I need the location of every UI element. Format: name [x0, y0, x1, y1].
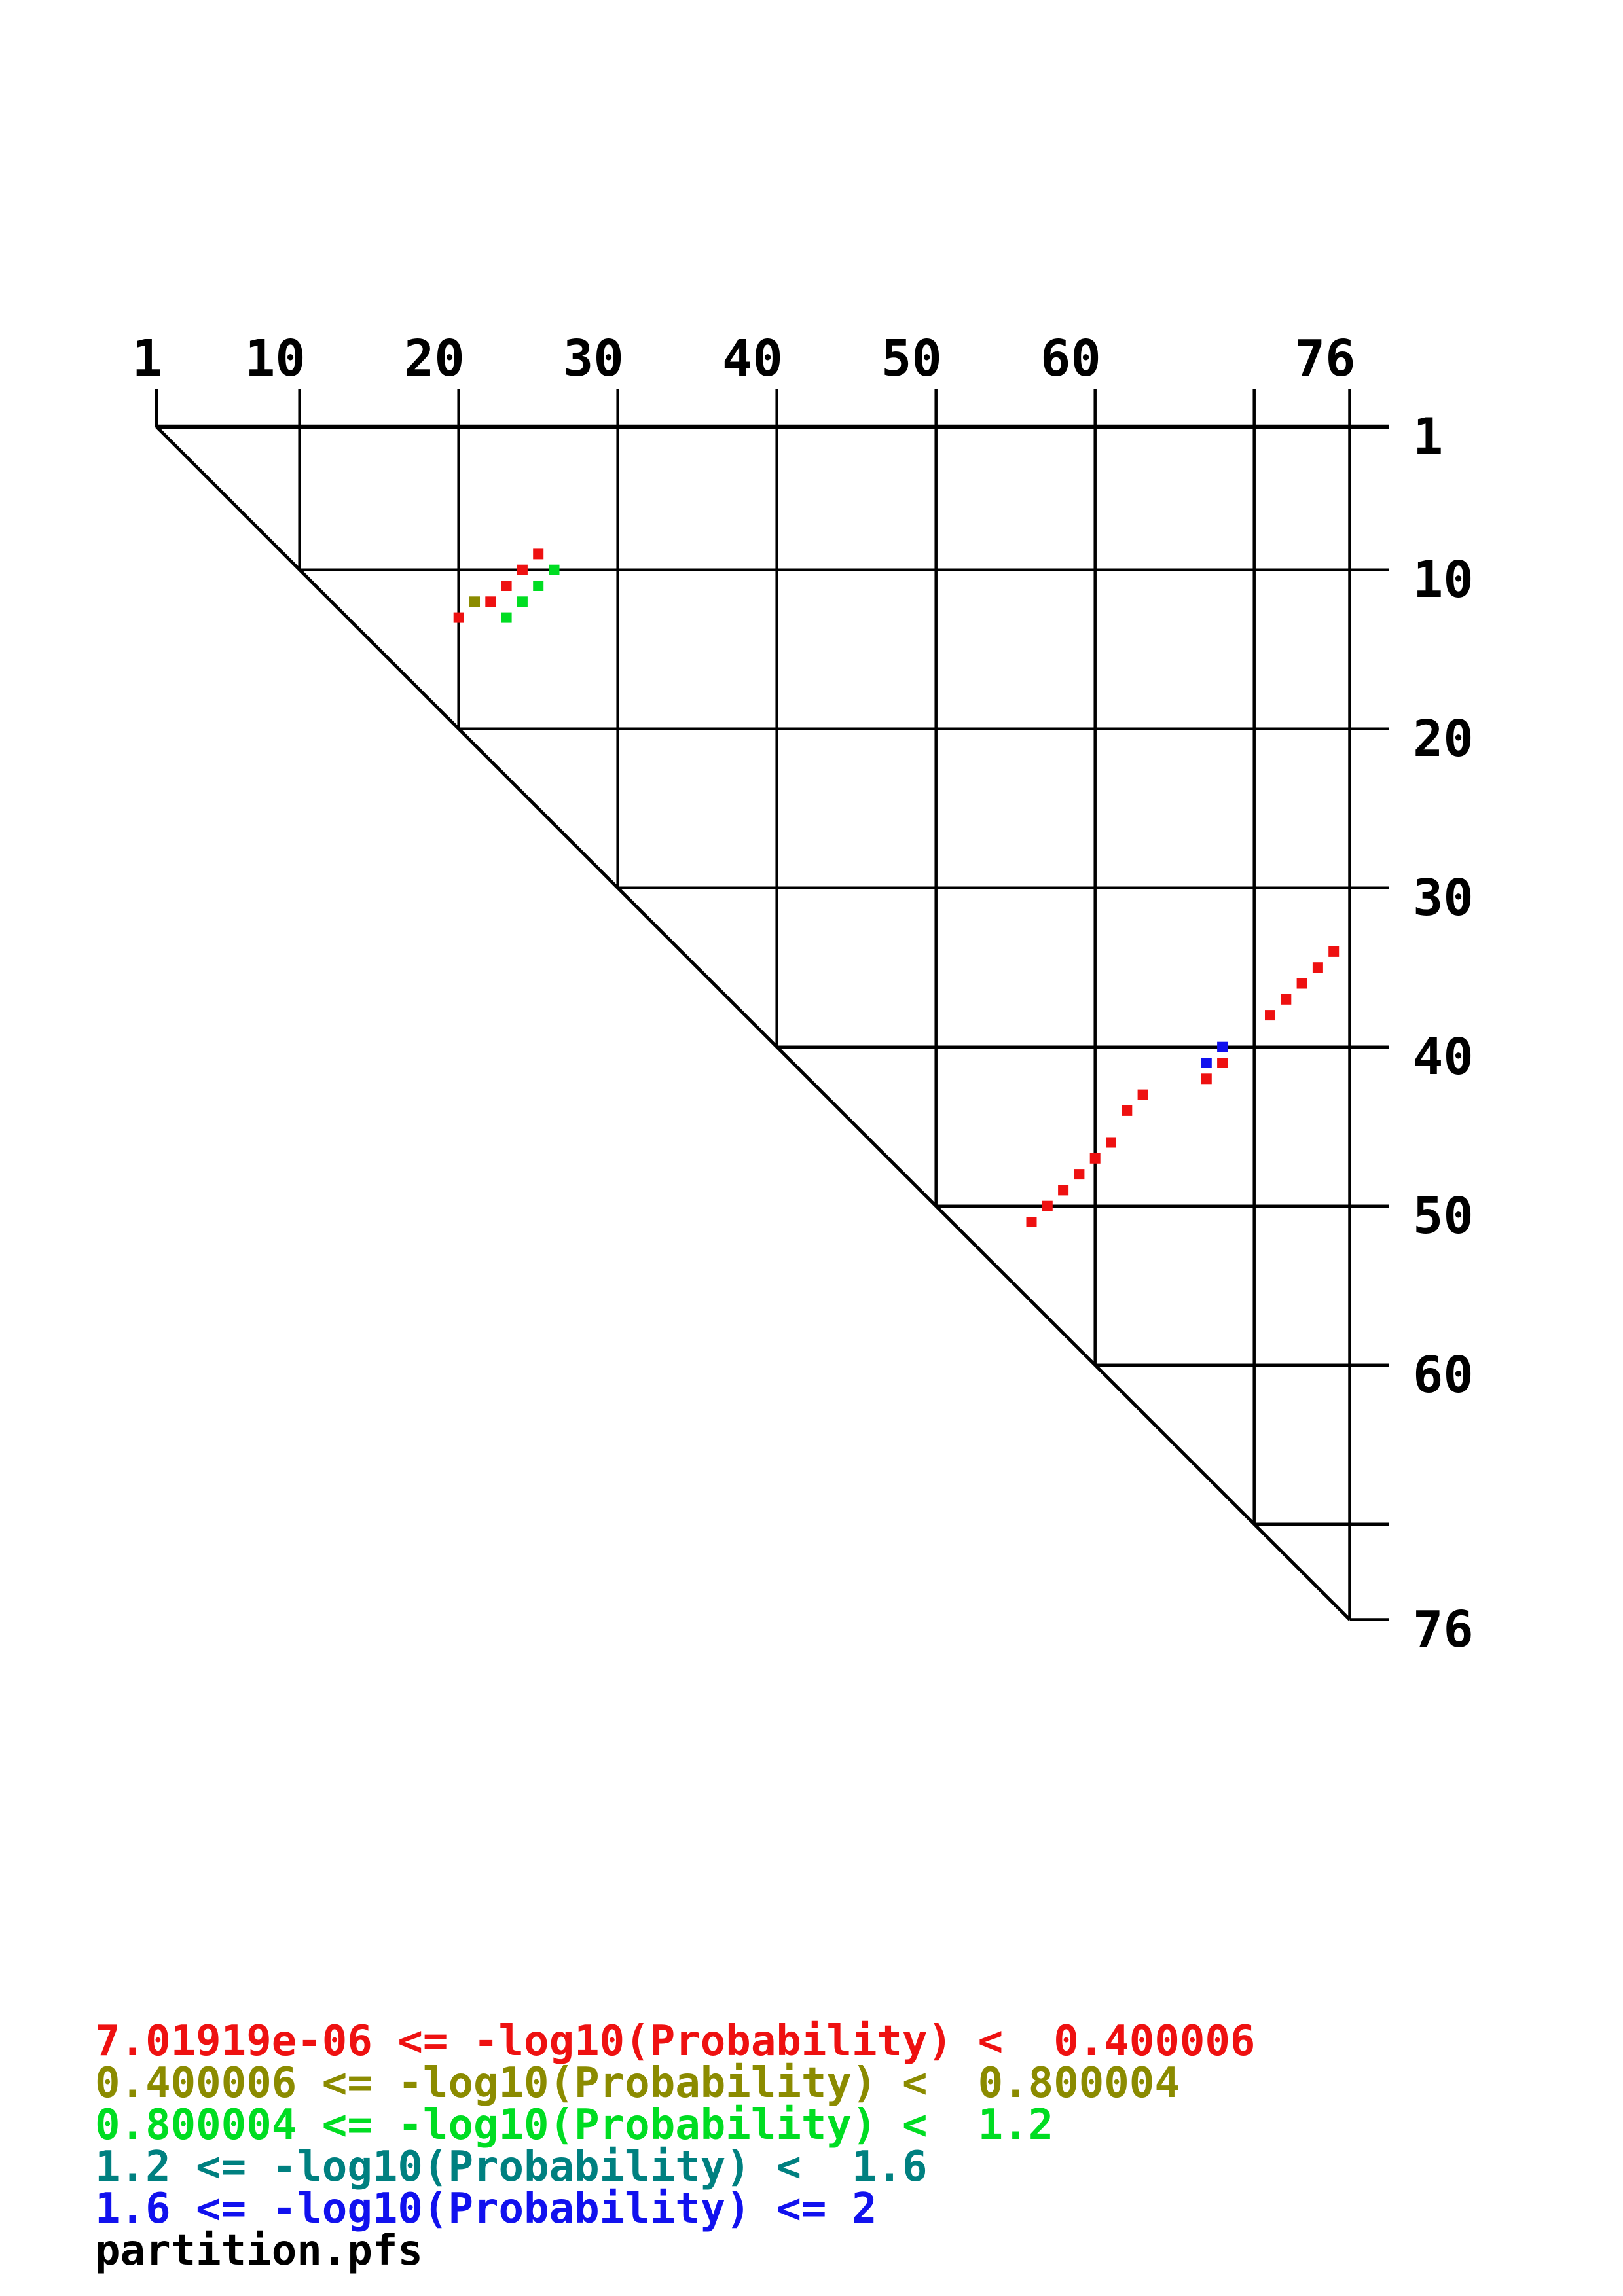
probability-dot-73-36: [1296, 978, 1307, 989]
probability-dot-24-12: [517, 596, 528, 607]
probability-dot-61-46: [1106, 1137, 1116, 1148]
probability-dot-59-48: [1074, 1169, 1085, 1180]
x-axis-label-40: 40: [722, 330, 783, 388]
probability-dot-63-43: [1137, 1089, 1148, 1100]
legend-line-blue: 1.6 <= -log10(Probability) <= 2: [95, 2185, 877, 2233]
probability-dot-56-51: [1026, 1217, 1037, 1227]
filename-label: partition.pfs: [95, 2227, 423, 2275]
probability-dot-24-10: [517, 564, 528, 575]
x-axis-label-76: 76: [1295, 330, 1356, 388]
x-axis-label-30: 30: [563, 330, 624, 388]
diagonal-line: [155, 425, 1351, 1621]
x-axis-label-20: 20: [404, 330, 465, 388]
probability-dot-62-44: [1122, 1105, 1133, 1116]
x-axis-label-10: 10: [245, 330, 306, 388]
y-axis-label-20: 20: [1413, 710, 1474, 768]
legend-line-teal: 1.2 <= -log10(Probability) < 1.6: [95, 2143, 928, 2191]
y-axis-label-1: 1: [1413, 408, 1443, 467]
y-axis-label-10: 10: [1413, 551, 1474, 609]
probability-dot-68-40: [1217, 1041, 1228, 1052]
probability-dot-57-50: [1042, 1200, 1053, 1211]
probability-dot-25-9: [533, 548, 544, 560]
probability-dot-20-13: [453, 612, 464, 623]
y-axis-label-60: 60: [1413, 1346, 1474, 1405]
probability-dot-71-38: [1265, 1010, 1275, 1021]
x-axis-label-50: 50: [881, 330, 942, 388]
probability-dot-25-11: [533, 581, 544, 591]
x-axis-label-60: 60: [1040, 330, 1101, 388]
legend-line-green: 0.800004 <= -log10(Probability) < 1.2: [95, 2101, 1053, 2149]
probability-dot-26-10: [549, 564, 560, 575]
probability-dot-72-37: [1281, 994, 1292, 1005]
x-axis-label-1: 1: [132, 330, 162, 388]
y-axis-label-76: 76: [1413, 1601, 1474, 1659]
probability-dot-21-12: [469, 596, 480, 607]
y-axis-label-30: 30: [1413, 869, 1474, 927]
probability-dot-68-41: [1217, 1058, 1228, 1068]
probability-dot-75-34: [1328, 946, 1340, 957]
y-axis-label-50: 50: [1413, 1187, 1474, 1246]
probability-dot-58-49: [1058, 1185, 1069, 1196]
legend-line-olive: 0.400006 <= -log10(Probability) < 0.8000…: [95, 2059, 1180, 2108]
probability-dot-74-35: [1312, 962, 1323, 973]
probability-dot-23-13: [501, 612, 512, 623]
y-axis-label-40: 40: [1413, 1028, 1474, 1086]
probability-dot-67-42: [1201, 1073, 1212, 1085]
probability-dot-23-11: [501, 581, 512, 591]
probability-dot-67-41: [1201, 1058, 1212, 1068]
legend-line-red: 7.01919e-06 <= -log10(Probability) < 0.4…: [95, 2017, 1255, 2066]
probability-dot-60-47: [1089, 1153, 1101, 1164]
probability-dot-22-12: [485, 596, 496, 607]
